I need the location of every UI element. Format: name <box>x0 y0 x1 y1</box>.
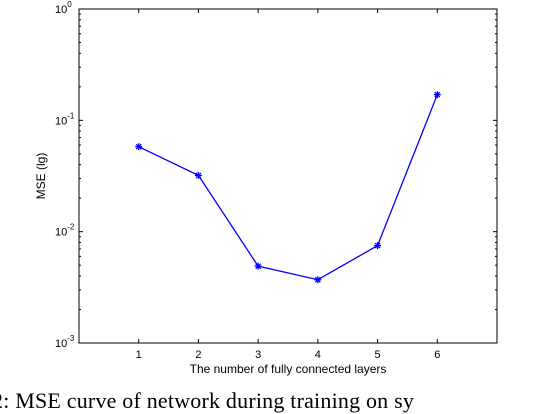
data-point <box>135 143 143 151</box>
y-axis-label: MSE (lg) <box>34 153 48 200</box>
x-tick-label: 3 <box>255 349 261 361</box>
marker-stroke <box>195 172 202 179</box>
mse-chart: 100 10-1 10-2 10-3 1 2 3 4 5 6 The number of ful… <box>34 0 498 376</box>
x-tick-label: 2 <box>195 349 201 361</box>
axis-ticks <box>79 8 497 344</box>
data-point <box>314 276 322 284</box>
y-tick-label: 10-3 <box>55 334 75 350</box>
y-tick-label: 10-2 <box>55 223 75 239</box>
data-point <box>194 171 202 179</box>
x-axis-label: The number of fully connected layers <box>190 362 387 376</box>
x-tick-labels: 1 2 3 4 5 6 <box>136 349 441 361</box>
figure-caption: 2: MSE curve of network during training … <box>0 388 415 413</box>
x-tick-label: 6 <box>434 349 440 361</box>
series-line <box>138 94 438 281</box>
series-group <box>135 91 441 284</box>
y-tick-labels: 100 10-1 10-2 10-3 <box>55 0 75 350</box>
data-point <box>254 262 262 270</box>
marker-stroke <box>255 263 262 270</box>
y-tick-label: 100 <box>55 0 72 16</box>
plot-area <box>78 8 498 344</box>
data-point <box>374 242 382 250</box>
y-tick-label: 10-1 <box>55 111 75 127</box>
marker-stroke <box>434 91 441 98</box>
x-tick-label: 4 <box>315 349 321 361</box>
marker-stroke <box>314 276 321 283</box>
data-point <box>433 91 441 99</box>
x-tick-label: 1 <box>136 349 142 361</box>
x-tick-label: 5 <box>375 349 381 361</box>
marker-stroke <box>374 242 381 249</box>
marker-stroke <box>135 143 142 150</box>
